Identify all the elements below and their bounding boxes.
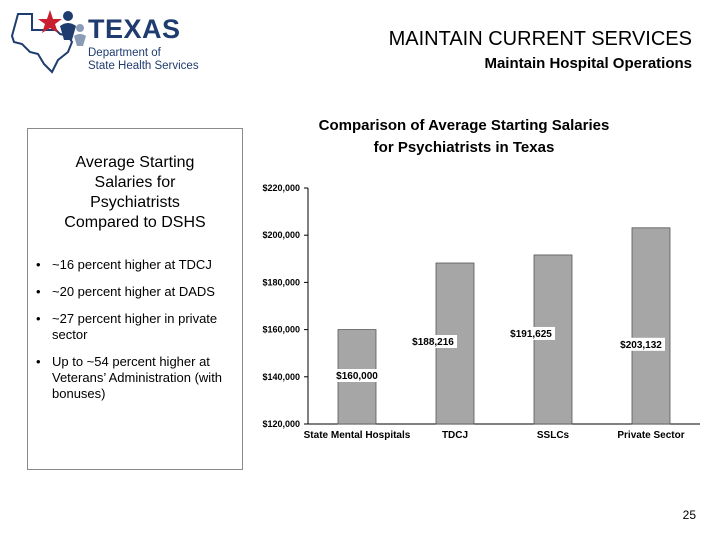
y-tick-label: $120,000 [262,419,300,429]
x-tick-label: State Mental Hospitals [304,430,411,441]
bullet-item: Up to ~54 percent higher at Veterans’ Ad… [34,354,239,402]
data-label: $191,625 [510,329,552,340]
panel-title: Average Starting Salaries for Psychiatri… [28,153,242,233]
panel-title-line: Compared to DSHS [64,214,206,231]
star-icon [38,10,62,33]
texas-dshs-logo: TEXAS Department of State Health Service… [10,6,200,76]
person-icon-small [76,24,84,32]
y-tick-label: $180,000 [262,277,300,287]
bullet-item: ~27 percent higher in private sector [34,311,239,343]
x-axis-labels: State Mental Hospitals TDCJ SSLCs Private S… [304,430,685,441]
summary-panel: Average Starting Salaries for Psychiatri… [27,128,243,470]
page-number: 25 [682,508,696,522]
data-label: $188,216 [412,337,454,348]
bullet-item: ~20 percent higher at DADS [34,284,239,300]
chart-title-line-1: Comparison of Average Starting Salaries [319,117,610,134]
x-tick-label: TDCJ [442,430,468,441]
slide-title: MAINTAIN CURRENT SERVICES [388,28,692,50]
logo-title: TEXAS [88,14,181,44]
slide-subtitle: Maintain Hospital Operations [484,55,692,72]
bullet-item: ~16 percent higher at TDCJ [34,257,239,273]
data-label-bg [507,326,555,340]
bars: $160,000 $188,216 $191,625 $203,132 [333,227,671,425]
y-tick-label: $220,000 [262,183,300,193]
data-label-bg [409,335,457,349]
y-tick-label: $160,000 [262,325,300,335]
panel-title-line: Psychiatrists [90,194,180,211]
data-label: $203,132 [620,340,662,351]
y-tick-label: $140,000 [262,372,300,382]
salary-chart: Comparison of Average Starting Salaries … [250,108,710,468]
salary-chart-svg: Comparison of Average Starting Salaries … [262,117,700,441]
logo-subtitle: Department of State Health Services [88,47,199,73]
texas-map-icon [10,10,86,74]
bullet-list: ~16 percent higher at TDCJ ~20 percent h… [34,257,239,413]
data-label: $160,000 [336,371,378,382]
y-tick-label: $200,000 [262,230,300,240]
data-label-bg [333,369,381,382]
logo-line-2: State Health Services [88,60,199,72]
bar [631,227,671,425]
person-icon [63,11,73,21]
x-tick-label: SSLCs [537,430,570,441]
x-tick-label: Private Sector [617,430,684,441]
logo-line-1: Department of [88,47,161,59]
chart-title-line-2: for Psychiatrists in Texas [374,139,555,156]
panel-title-line: Average Starting [75,154,195,171]
panel-title-line: Salaries for [94,174,176,191]
data-label-bg [617,337,665,351]
